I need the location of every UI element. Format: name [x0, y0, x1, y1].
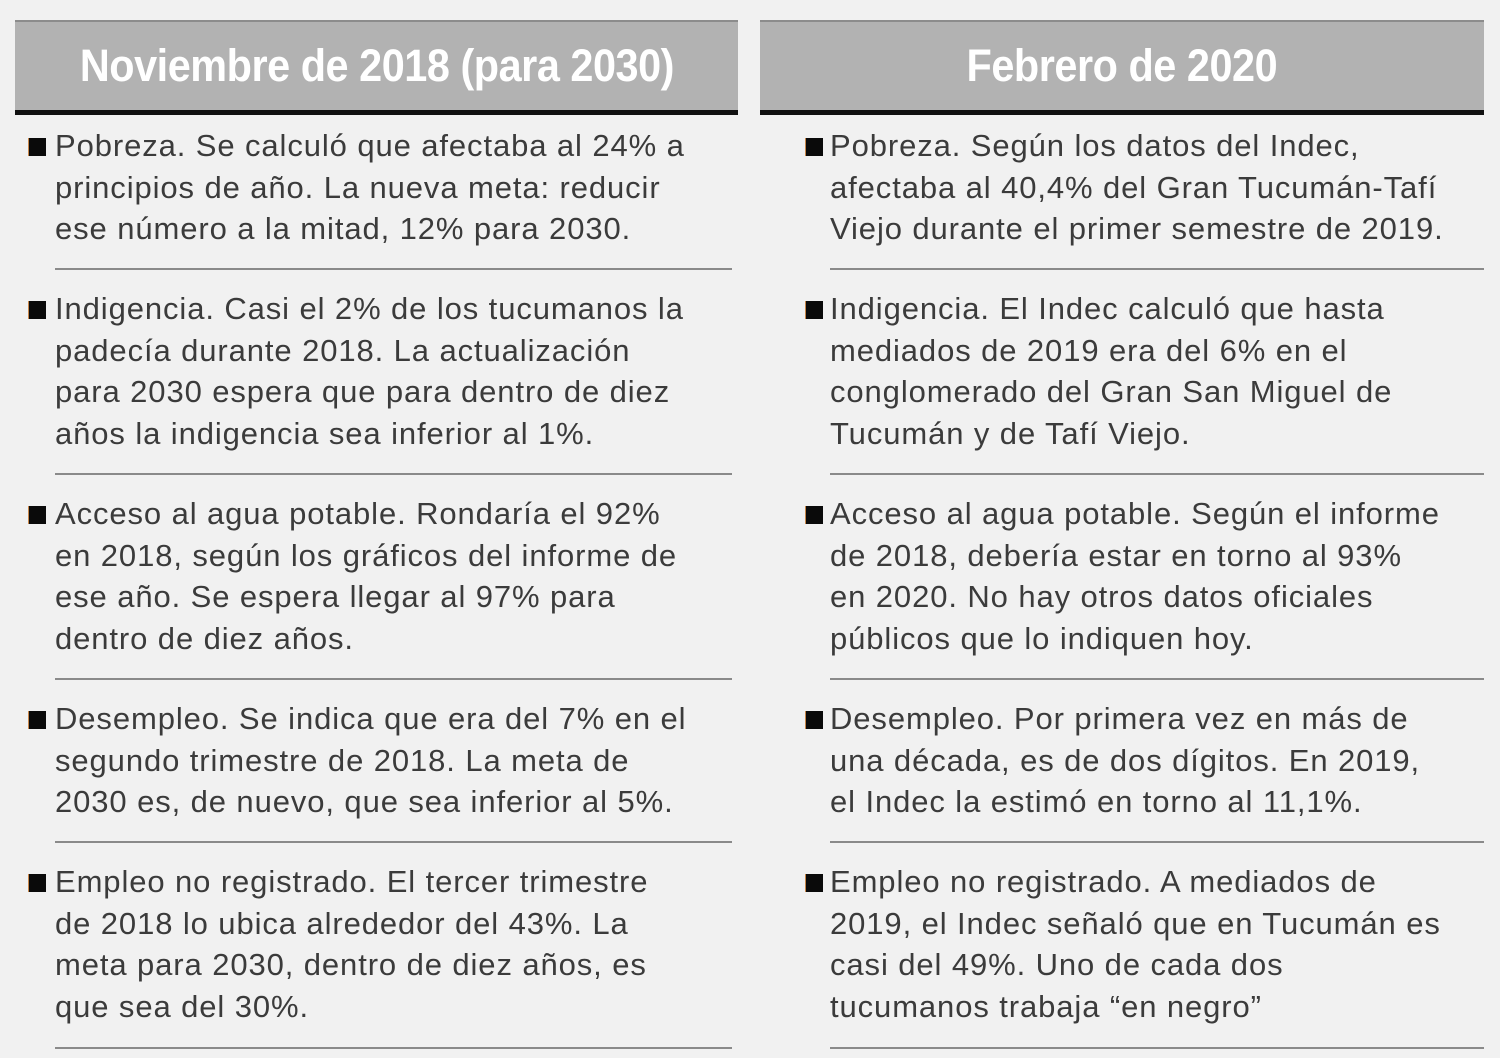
- divider: [55, 1047, 732, 1049]
- item-text: Desempleo. Se indica que era del 7% en e…: [55, 701, 687, 819]
- item-text: Pobreza. Según los datos del Indec, afec…: [830, 128, 1444, 246]
- item-text: Empleo no registrado. El tercer trimestr…: [55, 864, 649, 1024]
- divider: [55, 268, 732, 270]
- column-2020: Febrero de 2020 Pobreza. Según los datos…: [760, 20, 1484, 1049]
- divider: [830, 473, 1484, 475]
- divider: [830, 268, 1484, 270]
- bullet-square-icon: [805, 138, 823, 156]
- item-text: Empleo no registrado. A mediados de 2019…: [830, 864, 1441, 1024]
- bullet-square-icon: [805, 711, 823, 729]
- column-header: Febrero de 2020: [760, 20, 1484, 115]
- divider: [830, 1047, 1484, 1049]
- column-title: Febrero de 2020: [966, 40, 1278, 91]
- divider: [55, 473, 732, 475]
- divider: [830, 841, 1484, 843]
- item-text: Desempleo. Por primera vez en más de una…: [830, 701, 1421, 819]
- divider: [55, 841, 732, 843]
- bullet-square-icon: [28, 138, 46, 156]
- item-text: Indigencia. Casi el 2% de los tucumanos …: [55, 291, 684, 451]
- bullet-square-icon: [28, 874, 46, 892]
- bullet-square-icon: [805, 506, 823, 524]
- bullet-square-icon: [805, 301, 823, 319]
- bullet-square-icon: [28, 506, 46, 524]
- item-text: Acceso al agua potable. Rondaría el 92% …: [55, 496, 678, 656]
- item-text: Pobreza. Se calculó que afectaba al 24% …: [55, 128, 685, 246]
- column-title: Noviembre de 2018 (para 2030): [79, 40, 674, 91]
- divider: [830, 678, 1484, 680]
- item-text: Indigencia. El Indec calculó que hasta m…: [830, 291, 1393, 451]
- bullet-square-icon: [28, 301, 46, 319]
- divider: [55, 678, 732, 680]
- bullet-square-icon: [805, 874, 823, 892]
- column-header: Noviembre de 2018 (para 2030): [15, 20, 738, 115]
- item-text: Acceso al agua potable. Según el informe…: [830, 496, 1440, 656]
- column-2018: Noviembre de 2018 (para 2030) Pobreza. S…: [15, 20, 738, 1049]
- bullet-square-icon: [28, 711, 46, 729]
